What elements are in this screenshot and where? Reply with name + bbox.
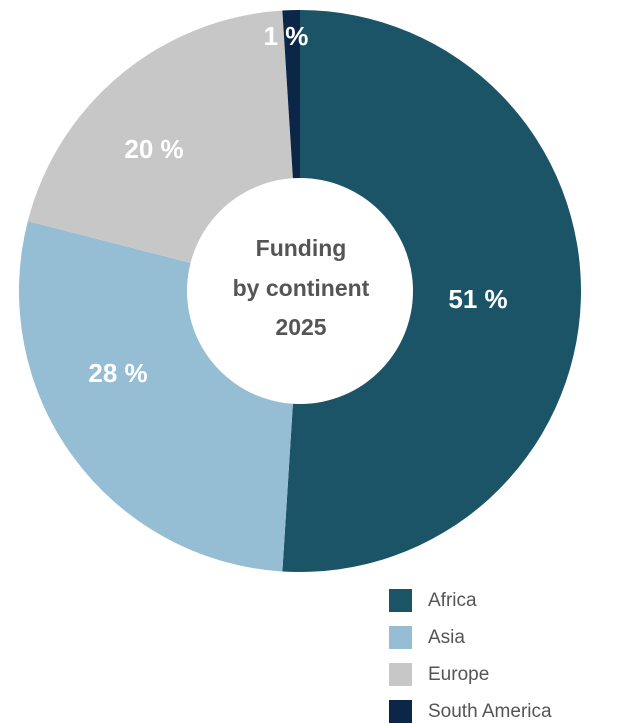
legend-label-south-america: South America: [428, 701, 552, 722]
center-title-line-2: by continent: [233, 275, 370, 301]
legend-swatch-africa: [389, 589, 412, 612]
slice-label-asia: 28 %: [88, 358, 147, 388]
legend-swatch-europe: [389, 663, 412, 686]
legend-item-europe: Europe: [389, 663, 489, 686]
legend-label-asia: Asia: [428, 627, 465, 648]
legend-label-africa: Africa: [428, 590, 477, 611]
center-title-line-3: 2025: [275, 314, 326, 340]
legend-item-south-america: South America: [389, 700, 552, 723]
legend-swatch-asia: [389, 626, 412, 649]
legend-item-asia: Asia: [389, 626, 465, 649]
pie-slice-africa: [282, 10, 582, 572]
slice-labels: 51 % 28 % 20 % 1 %: [88, 21, 507, 388]
slice-label-south-america: 1 %: [264, 21, 309, 51]
legend-label-europe: Europe: [428, 664, 489, 685]
legend: Africa Asia Europe South America: [389, 589, 552, 723]
legend-swatch-south-america: [389, 700, 412, 723]
slice-label-europe: 20 %: [124, 134, 183, 164]
donut-hole: [187, 178, 413, 404]
center-title: Funding by continent 2025: [233, 235, 370, 340]
slice-label-africa: 51 %: [448, 284, 507, 314]
center-title-line-1: Funding: [256, 235, 347, 261]
legend-item-africa: Africa: [389, 589, 477, 612]
